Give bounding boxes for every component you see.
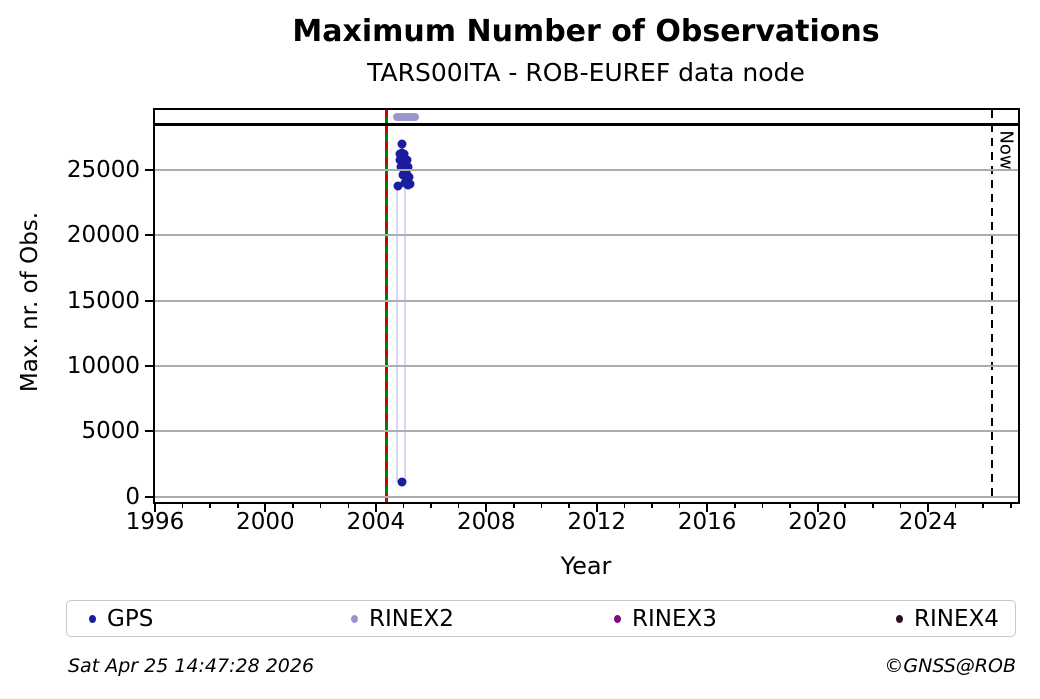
x-axis-major-tick bbox=[927, 502, 929, 512]
x-axis-minor-tick bbox=[761, 502, 764, 508]
faint-drop-line bbox=[396, 183, 399, 483]
data-point-gps bbox=[397, 477, 407, 487]
y-axis-tick bbox=[145, 234, 155, 237]
x-axis-minor-tick bbox=[899, 502, 902, 508]
y-axis-tick-label: 15000 bbox=[66, 287, 140, 314]
x-axis-minor-tick bbox=[789, 502, 791, 508]
x-axis-minor-tick bbox=[237, 502, 239, 508]
y-axis-tick bbox=[145, 169, 155, 172]
copyright: ©GNSS@ROB bbox=[884, 655, 1016, 677]
x-axis-minor-tick bbox=[623, 502, 626, 508]
x-axis-minor-tick bbox=[651, 502, 653, 508]
y-axis-tick-label: 5000 bbox=[81, 418, 140, 445]
y-gridline bbox=[155, 495, 1018, 498]
legend-item-rinex3: RINEX3 bbox=[614, 606, 717, 632]
legend: GPS RINEX2 RINEX3 RINEX4 bbox=[66, 600, 1016, 637]
x-axis-minor-tick bbox=[982, 502, 984, 508]
x-axis-tick-label: 2012 bbox=[567, 509, 626, 535]
legend-label-rinex2: RINEX2 bbox=[369, 605, 454, 632]
x-axis-minor-tick bbox=[347, 502, 349, 508]
timestamp: Sat Apr 25 14:47:28 2026 bbox=[68, 655, 315, 677]
x-axis-tick-label: 2020 bbox=[788, 509, 847, 535]
x-axis-major-tick bbox=[264, 502, 267, 512]
data-point-rinex2 bbox=[411, 113, 420, 122]
y-gridline bbox=[155, 365, 1018, 368]
x-axis-major-tick bbox=[595, 502, 598, 512]
legend-marker-rinex4-icon bbox=[896, 614, 903, 623]
legend-marker-rinex2-icon bbox=[351, 614, 358, 623]
x-axis-tick-label: 2000 bbox=[236, 509, 295, 535]
data-point-gps bbox=[403, 162, 413, 172]
legend-item-gps: GPS bbox=[89, 606, 153, 632]
x-axis-major-tick bbox=[706, 502, 709, 512]
x-axis-minor-tick bbox=[513, 502, 515, 508]
legend-label-rinex4: RINEX4 bbox=[914, 605, 999, 632]
plot-area bbox=[155, 110, 1018, 502]
x-axis-minor-tick bbox=[457, 502, 460, 508]
chart-title: Maximum Number of Observations bbox=[292, 14, 880, 49]
x-axis-minor-tick bbox=[872, 502, 874, 508]
y-axis-tick bbox=[145, 299, 155, 302]
legend-label-rinex3: RINEX3 bbox=[632, 605, 717, 632]
max-observations-line bbox=[155, 123, 1018, 126]
x-axis-tick-label: 2008 bbox=[457, 509, 516, 535]
now-line-label: Now bbox=[995, 130, 1017, 170]
x-axis-minor-tick bbox=[568, 502, 570, 508]
legend-item-rinex4: RINEX4 bbox=[896, 606, 999, 632]
x-axis-minor-tick bbox=[954, 502, 957, 508]
x-axis-minor-tick bbox=[209, 502, 211, 508]
x-axis-minor-tick bbox=[319, 502, 322, 508]
y-gridline bbox=[155, 299, 1018, 302]
data-point-gps bbox=[405, 179, 415, 189]
legend-marker-gps-icon bbox=[89, 614, 96, 623]
y-axis-tick-label: 25000 bbox=[66, 157, 140, 184]
x-axis-major-tick bbox=[816, 502, 819, 512]
data-point-gps bbox=[402, 155, 412, 165]
x-axis-minor-tick bbox=[181, 502, 184, 508]
x-axis-minor-tick bbox=[1010, 502, 1012, 508]
data-point-gps bbox=[399, 149, 409, 159]
x-axis-minor-tick bbox=[540, 502, 543, 508]
data-point-gps bbox=[404, 172, 414, 182]
x-axis-major-tick bbox=[374, 502, 377, 512]
y-axis-tick bbox=[145, 495, 155, 498]
x-axis-minor-tick bbox=[734, 502, 736, 508]
x-axis-label: Year bbox=[560, 552, 612, 580]
x-axis-tick-label: 2024 bbox=[898, 509, 958, 535]
chart-subtitle: TARS00ITA - ROB-EUREF data node bbox=[367, 58, 805, 87]
x-axis-minor-tick bbox=[292, 502, 294, 508]
faint-drop-line bbox=[404, 155, 407, 483]
x-axis-tick-label: 2004 bbox=[346, 509, 406, 535]
y-axis-tick-label: 0 bbox=[125, 483, 140, 510]
x-axis-major-tick bbox=[485, 502, 488, 512]
y-gridline bbox=[155, 234, 1018, 237]
legend-item-rinex2: RINEX2 bbox=[351, 606, 454, 632]
now-line bbox=[990, 110, 994, 502]
x-axis-minor-tick bbox=[844, 502, 846, 508]
legend-marker-rinex3-icon bbox=[614, 614, 621, 623]
x-axis-minor-tick bbox=[678, 502, 681, 508]
x-axis-tick-label: 1996 bbox=[125, 509, 185, 535]
data-point-gps bbox=[397, 139, 407, 149]
y-axis-tick-label: 10000 bbox=[66, 353, 140, 380]
y-gridline bbox=[155, 169, 1018, 172]
data-point-gps bbox=[393, 181, 403, 191]
x-axis-minor-tick bbox=[430, 502, 432, 508]
y-axis-tick bbox=[145, 430, 155, 433]
x-axis-tick-label: 2016 bbox=[677, 509, 737, 535]
legend-label-gps: GPS bbox=[107, 605, 154, 632]
y-axis-tick-label: 20000 bbox=[66, 222, 140, 249]
station-start-line bbox=[384, 110, 388, 502]
y-axis-tick bbox=[145, 365, 155, 368]
x-axis-major-tick bbox=[154, 502, 156, 512]
x-axis-minor-tick bbox=[402, 502, 405, 508]
y-gridline bbox=[155, 430, 1018, 433]
